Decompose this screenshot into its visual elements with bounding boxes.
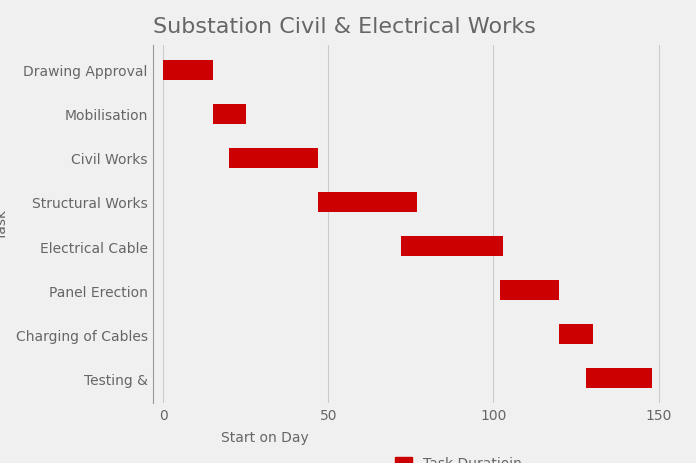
- Text: Substation Civil & Electrical Works: Substation Civil & Electrical Works: [153, 17, 536, 37]
- Bar: [401, 237, 503, 257]
- Bar: [560, 325, 592, 344]
- Bar: [500, 281, 560, 300]
- Bar: [212, 105, 246, 125]
- Bar: [318, 193, 418, 213]
- Legend: Task Duratioin: Task Duratioin: [395, 456, 522, 463]
- Bar: [163, 61, 212, 81]
- Bar: [586, 369, 652, 388]
- Text: Start on Day: Start on Day: [221, 431, 308, 444]
- Bar: [229, 149, 318, 169]
- Y-axis label: Task: Task: [0, 210, 8, 239]
